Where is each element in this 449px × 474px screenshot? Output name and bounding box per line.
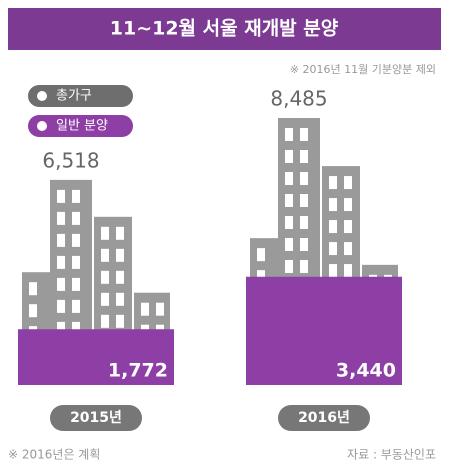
window [72, 277, 80, 291]
window [72, 189, 80, 203]
sale-label: 1,772 [108, 360, 168, 382]
category-label: 2016년 [298, 410, 350, 426]
window [344, 220, 352, 234]
window [285, 128, 293, 141]
window [300, 172, 308, 185]
window [344, 176, 352, 190]
window [300, 150, 308, 163]
window [285, 194, 293, 207]
legend-label: 일반 분양 [56, 119, 108, 134]
total-label: 6,518 [42, 148, 99, 172]
window [329, 220, 337, 234]
window [72, 255, 80, 269]
legend-dot [37, 91, 47, 101]
window [57, 211, 65, 225]
window [285, 150, 293, 163]
total-label: 8,485 [270, 87, 327, 111]
window [116, 314, 124, 328]
window [329, 264, 337, 278]
window [57, 277, 65, 291]
window [156, 302, 164, 316]
window [285, 216, 293, 229]
window [300, 260, 308, 273]
window [300, 128, 308, 141]
window [57, 233, 65, 247]
window [116, 292, 124, 306]
window [329, 198, 337, 212]
window [72, 233, 80, 247]
window [344, 242, 352, 256]
sale-bar [246, 276, 402, 385]
sale-bar [18, 329, 174, 385]
window [116, 226, 124, 240]
source: 자료 : 부동산인포 [347, 448, 436, 462]
subtitle: ※ 2016년 11월 기분양분 제외 [290, 63, 436, 76]
window [329, 242, 337, 256]
category-pill [50, 405, 142, 431]
legend-dot [37, 121, 47, 131]
window [141, 302, 149, 316]
category-pill [278, 405, 370, 431]
title-bar [8, 8, 441, 50]
legend-pill [28, 115, 133, 137]
window [101, 226, 109, 240]
legend-label: 총가구 [56, 89, 92, 104]
window [29, 304, 37, 318]
window [29, 282, 37, 296]
window [116, 248, 124, 262]
window [57, 255, 65, 269]
window [285, 172, 293, 185]
window [72, 321, 80, 335]
sale-label: 3,440 [336, 360, 396, 382]
window [257, 270, 265, 284]
window [57, 189, 65, 203]
chart-title: 11~12월 서울 재개발 분양 [110, 18, 339, 40]
window [116, 270, 124, 284]
window [344, 264, 352, 278]
category-label: 2015년 [70, 410, 122, 426]
window [72, 211, 80, 225]
window [101, 314, 109, 328]
window [72, 299, 80, 313]
window [329, 176, 337, 190]
footnote: ※ 2016년은 계획 [8, 448, 100, 462]
window [344, 198, 352, 212]
window [300, 238, 308, 251]
window [285, 238, 293, 251]
window [101, 248, 109, 262]
window [101, 270, 109, 284]
window [57, 299, 65, 313]
window [57, 321, 65, 335]
window [300, 194, 308, 207]
window [300, 216, 308, 229]
window [101, 292, 109, 306]
window [285, 260, 293, 273]
window [257, 248, 265, 262]
legend-pill [28, 85, 133, 107]
